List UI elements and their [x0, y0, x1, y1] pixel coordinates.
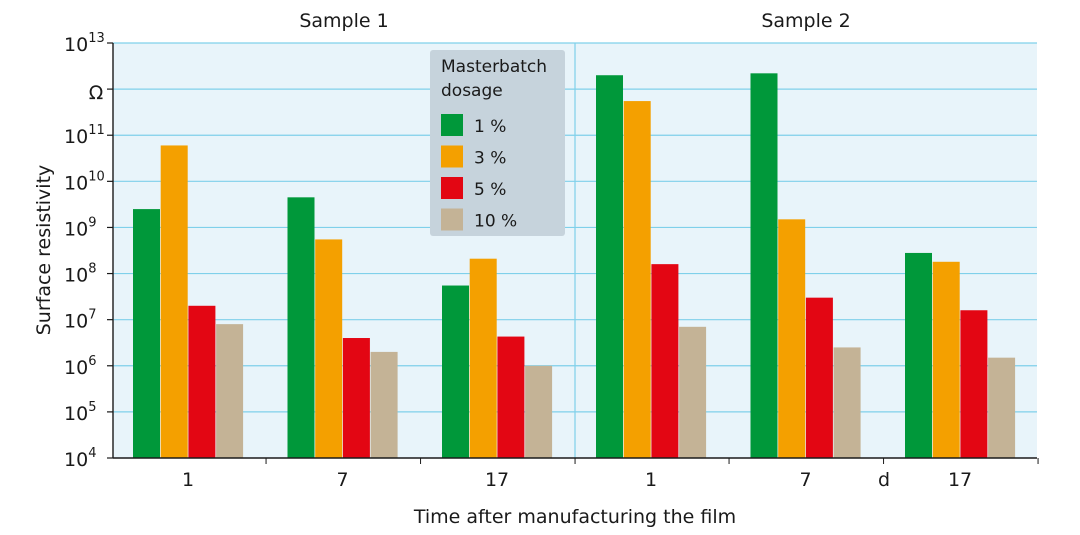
- bar-sample-2-day-1-5pct: [651, 264, 679, 458]
- bar-sample-2-day-17-5pct: [960, 310, 988, 458]
- bar-sample-2-day-1-1pct: [596, 75, 623, 458]
- bars: [133, 73, 1016, 459]
- bar-sample-1-day-7-5pct: [342, 338, 370, 458]
- y-axis-label: Surface resistivity: [33, 165, 55, 336]
- bar-sample-2-day-17-10pct: [988, 357, 1016, 458]
- legend-entries: 1 % 3 % 5 % 10 %: [441, 114, 517, 232]
- legend-swatch: [441, 208, 463, 231]
- y-tick-labels: 104 105 106 107 108 109 1010 1011 1013: [64, 31, 105, 471]
- x-axis-label: Time after manufacturing the film: [413, 506, 736, 528]
- y-tick-label: 109: [64, 215, 96, 240]
- legend: Masterbatch dosage 1 % 3 % 5 % 10 %: [430, 50, 565, 236]
- bar-sample-1-day-1-10pct: [216, 324, 244, 458]
- y-tick-label: 108: [64, 262, 96, 287]
- y-tick-label: 106: [64, 354, 96, 379]
- bar-sample-1-day-17-1pct: [442, 285, 469, 458]
- panel-title-sample-2: Sample 2: [761, 10, 850, 32]
- bar-sample-2-day-7-5pct: [805, 297, 833, 458]
- legend-title-line1: Masterbatch: [441, 57, 547, 77]
- y-tick-label: 1013: [64, 31, 105, 56]
- bar-sample-2-day-17-3pct: [932, 261, 960, 458]
- y-unit-label: Ω: [89, 82, 104, 104]
- x-tick-label: 7: [800, 469, 812, 491]
- x-tick-label: 17: [485, 469, 509, 491]
- legend-swatch: [441, 114, 463, 136]
- bar-sample-1-day-7-3pct: [315, 239, 343, 458]
- x-tick-label: 7: [337, 469, 349, 491]
- legend-label: 1 %: [474, 117, 506, 137]
- y-tick-label: 107: [64, 308, 96, 333]
- legend-title-line2: dosage: [441, 81, 503, 101]
- bar-sample-2-day-7-10pct: [833, 347, 861, 458]
- bar-sample-2-day-17-1pct: [905, 252, 932, 458]
- bar-sample-1-day-1-1pct: [133, 209, 160, 458]
- y-tick-label: 1010: [64, 169, 105, 194]
- bar-sample-2-day-1-3pct: [623, 101, 651, 458]
- legend-swatch: [441, 145, 463, 168]
- x-tick-label: 17: [948, 469, 972, 491]
- panel-title-sample-1: Sample 1: [299, 10, 388, 32]
- axes: [107, 42, 1039, 464]
- legend-swatch: [441, 177, 463, 199]
- bar-sample-1-day-17-3pct: [469, 258, 497, 458]
- legend-label: 10 %: [474, 212, 517, 232]
- bar-sample-1-day-1-5pct: [188, 305, 216, 458]
- bar-sample-2-day-7-3pct: [778, 219, 806, 458]
- x-tick-labels: 1 7 17 1 7 17: [182, 469, 972, 491]
- bar-sample-2-day-1-10pct: [679, 326, 707, 458]
- y-tick-label: 105: [64, 400, 96, 425]
- legend-box: [430, 50, 565, 236]
- bar-sample-1-day-7-10pct: [370, 351, 398, 458]
- y-tick-label: 104: [64, 446, 96, 471]
- x-tick-label: 1: [182, 469, 194, 491]
- bar-sample-1-day-7-1pct: [287, 197, 315, 458]
- legend-label: 3 %: [474, 149, 506, 169]
- bar-sample-1-day-17-5pct: [497, 336, 525, 458]
- x-unit-label: d: [878, 469, 890, 491]
- bar-sample-1-day-17-10pct: [525, 365, 553, 458]
- x-tick-label: 1: [645, 469, 657, 491]
- y-tick-label: 1011: [64, 123, 105, 148]
- bar-sample-1-day-1-3pct: [160, 145, 188, 459]
- legend-label: 5 %: [474, 180, 506, 200]
- bar-sample-2-day-7-1pct: [750, 73, 778, 458]
